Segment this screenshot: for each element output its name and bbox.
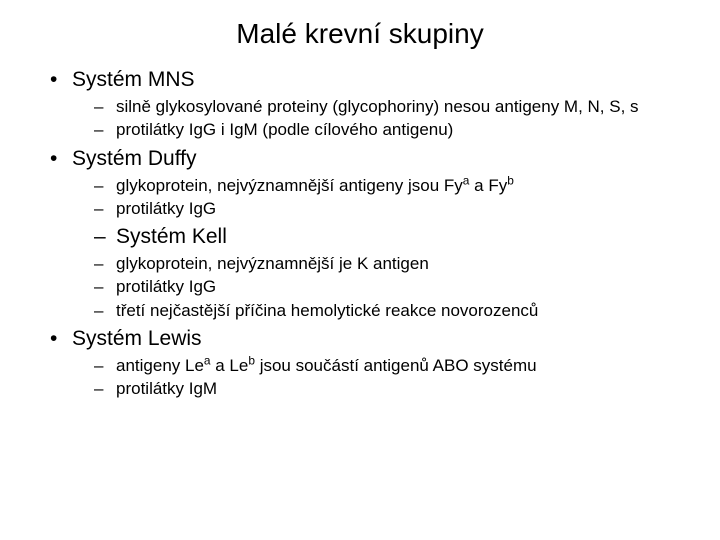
- lewis-item-2: protilátky IgM: [94, 378, 690, 399]
- duffy-item-2: protilátky IgG: [94, 198, 690, 219]
- section-mns-heading: Systém MNS: [50, 68, 690, 92]
- slide-title: Malé krevní skupiny: [30, 18, 690, 50]
- kell-item-2: protilátky IgG: [94, 276, 690, 297]
- lewis-item-1-mid: a Le: [211, 356, 249, 375]
- duffy-item-1-pre: glykoprotein, nejvýznamnější antigeny js…: [116, 176, 463, 195]
- kell-item-3: třetí nejčastější příčina hemolytické re…: [94, 300, 690, 321]
- mns-item-1: silně glykosylované proteiny (glycophori…: [94, 96, 690, 117]
- lewis-item-1-post: jsou součástí antigenů ABO systému: [255, 356, 537, 375]
- lewis-item-1: antigeny Lea a Leb jsou součástí antigen…: [94, 355, 690, 376]
- mns-item-2: protilátky IgG i IgM (podle cílového ant…: [94, 119, 690, 140]
- kell-item-1: glykoprotein, nejvýznamnější je K antige…: [94, 253, 690, 274]
- lewis-item-1-pre: antigeny Le: [116, 356, 204, 375]
- lewis-sup-b: b: [248, 353, 255, 367]
- lewis-sup-a: a: [204, 353, 211, 367]
- duffy-item-1-mid: a Fy: [469, 176, 507, 195]
- duffy-sup-b: b: [507, 173, 514, 187]
- section-duffy-heading: Systém Duffy: [50, 147, 690, 171]
- duffy-item-1: glykoprotein, nejvýznamnější antigeny js…: [94, 175, 690, 196]
- section-kell-heading: Systém Kell: [94, 225, 690, 249]
- section-lewis-heading: Systém Lewis: [50, 327, 690, 351]
